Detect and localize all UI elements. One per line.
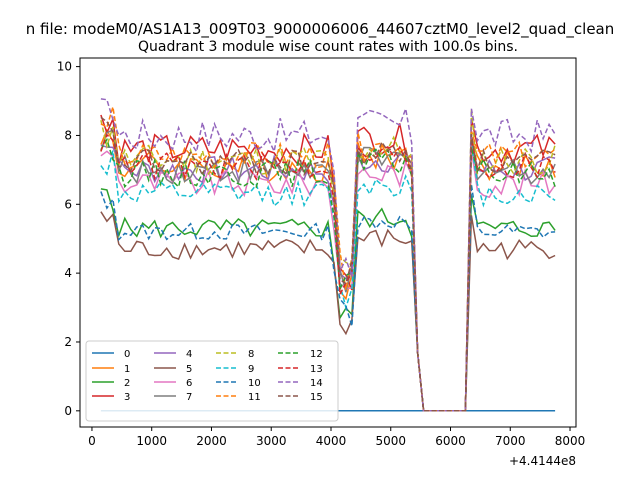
legend-item-10: 10 <box>216 378 261 389</box>
series-line-2 <box>100 188 556 412</box>
series-line-9 <box>100 144 556 412</box>
legend-label: 11 <box>248 392 261 403</box>
legend-item-12: 12 <box>278 349 323 360</box>
legend-item-14: 14 <box>278 378 323 389</box>
legend-label: 1 <box>124 364 130 375</box>
y-tick-label: 10 <box>57 60 72 74</box>
series-line-4 <box>100 137 556 412</box>
x-tick-label: 1000 <box>136 434 167 448</box>
x-tick-label: 6000 <box>435 434 466 448</box>
legend-label: 2 <box>124 378 130 389</box>
x-axis-offset-label: +4.4144e8 <box>509 454 576 468</box>
legend-label: 0 <box>124 349 130 360</box>
series-lines <box>100 98 556 412</box>
x-tick-label: 5000 <box>375 434 406 448</box>
legend-item-7: 7 <box>154 392 192 403</box>
plot-frame <box>79 57 577 428</box>
y-tick-label: 0 <box>64 404 72 418</box>
legend-label: 4 <box>186 349 192 360</box>
x-tick-label: 4000 <box>316 434 347 448</box>
legend-item-1: 1 <box>92 364 130 375</box>
x-tick-label: 3000 <box>256 434 287 448</box>
series-line-13 <box>100 133 556 412</box>
series-line-15 <box>100 116 556 412</box>
legend-label: 9 <box>248 364 254 375</box>
legend-item-9: 9 <box>216 364 254 375</box>
legend-item-2: 2 <box>92 378 130 389</box>
legend-label: 13 <box>310 364 323 375</box>
y-tick-label: 8 <box>64 128 72 142</box>
series-line-10 <box>100 184 556 412</box>
legend-label: 10 <box>248 378 261 389</box>
series-line-12 <box>100 137 556 412</box>
y-tick-label: 2 <box>64 335 72 349</box>
legend-label: 15 <box>310 392 323 403</box>
chart-title: Quadrant 3 module wise count rates with … <box>138 39 518 55</box>
legend-label: 12 <box>310 349 323 360</box>
legend-item-8: 8 <box>216 349 254 360</box>
series-line-14 <box>100 98 556 412</box>
series-line-7 <box>100 129 556 412</box>
legend-label: 5 <box>186 364 192 375</box>
legend-item-4: 4 <box>154 349 192 360</box>
legend-item-11: 11 <box>216 392 261 403</box>
legend-label: 7 <box>186 392 192 403</box>
x-tick-label: 7000 <box>495 434 526 448</box>
x-tick-label: 2000 <box>196 434 227 448</box>
figure-suptitle: n file: modeM0/AS1A13_009T03_9000006006_… <box>26 20 615 39</box>
x-axis: 0 1000 2000 3000 4000 5000 6000 7000 8000 <box>88 427 585 448</box>
legend-item-13: 13 <box>278 364 323 375</box>
legend-item-15: 15 <box>278 392 323 403</box>
y-tick-label: 6 <box>64 197 72 211</box>
legend-label: 6 <box>186 378 192 389</box>
legend-item-0: 0 <box>92 349 130 360</box>
legend-label: 8 <box>248 349 254 360</box>
x-tick-label: 8000 <box>555 434 586 448</box>
legend-item-3: 3 <box>92 392 130 403</box>
legend-item-5: 5 <box>154 364 192 375</box>
legend-label: 14 <box>310 378 323 389</box>
x-tick-label: 0 <box>88 434 96 448</box>
legend-item-6: 6 <box>154 378 192 389</box>
series-line-5 <box>100 211 556 412</box>
y-axis: 0 2 4 6 8 10 <box>57 60 80 418</box>
legend-box <box>85 340 339 422</box>
series-line-11 <box>100 106 556 412</box>
y-tick-label: 4 <box>64 266 72 280</box>
legend-label: 3 <box>124 392 130 403</box>
